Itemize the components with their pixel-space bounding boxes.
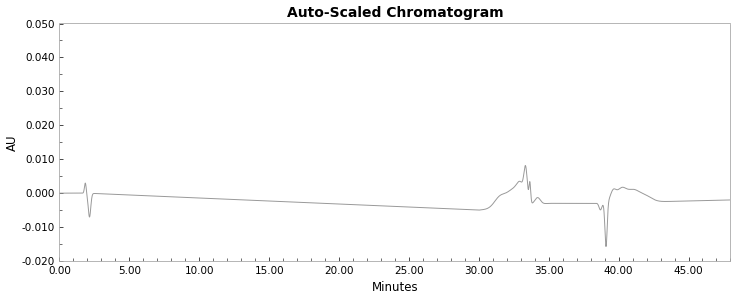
Y-axis label: AU: AU <box>6 134 18 151</box>
X-axis label: Minutes: Minutes <box>372 281 418 294</box>
Title: Auto-Scaled Chromatogram: Auto-Scaled Chromatogram <box>286 6 503 20</box>
